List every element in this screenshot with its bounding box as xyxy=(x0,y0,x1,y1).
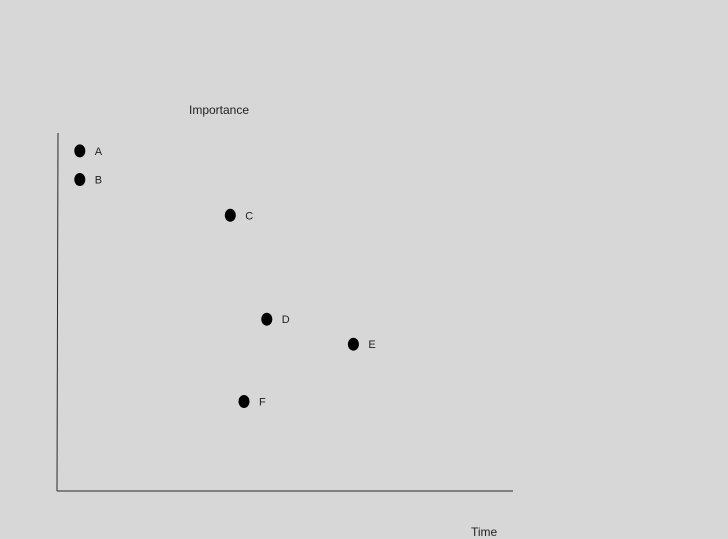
data-point-e xyxy=(347,337,359,351)
data-point-f xyxy=(238,395,250,408)
x-axis-title: Time xyxy=(471,525,498,539)
point-label-a: A xyxy=(95,146,103,158)
data-point-a xyxy=(74,144,86,158)
y-axis-title: Importance xyxy=(189,103,249,117)
data-points: A B C D E F xyxy=(74,144,376,409)
data-point-c xyxy=(224,208,236,222)
y-axis-line xyxy=(56,132,59,492)
point-label-e: E xyxy=(368,339,375,351)
point-label-b: B xyxy=(95,175,102,187)
data-point-d xyxy=(261,312,273,326)
data-point-b xyxy=(74,173,86,186)
point-label-d: D xyxy=(282,314,290,326)
point-label-c: C xyxy=(245,210,253,222)
point-label-f: F xyxy=(259,397,266,409)
